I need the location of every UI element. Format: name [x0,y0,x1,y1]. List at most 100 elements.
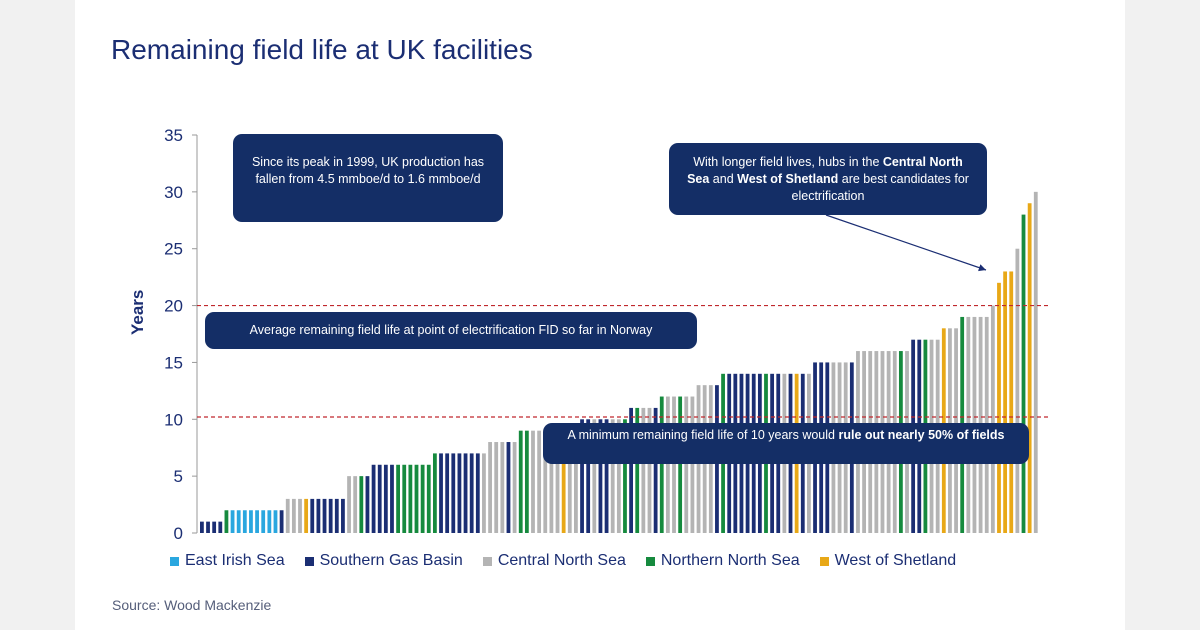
bar [316,498,321,533]
bar [549,430,554,533]
bar [1033,191,1038,534]
bar [347,476,351,533]
left-margin-panel [0,0,75,630]
bar [371,464,376,533]
bar [531,430,535,533]
hubs-text-2: and [709,172,738,186]
bar [341,498,345,533]
norway-average-note: Average remaining field life at point of… [205,312,697,349]
bar [236,510,241,533]
bar [482,453,486,533]
hubs-text-1: With longer field lives, hubs in the [693,155,883,169]
bar [261,510,266,533]
bar [212,521,217,533]
bar [328,498,333,533]
legend-item: Central North Sea [482,552,626,570]
bar [665,396,670,533]
bar [273,510,278,533]
legend-label: Central North Sea [497,552,626,569]
bar [432,453,437,533]
bar [475,453,480,533]
y-tick-label: 35 [164,126,183,145]
legend-item: West of Shetland [819,552,957,570]
bar [242,510,247,533]
bar [310,498,315,533]
bar [616,419,621,533]
bar [396,464,400,533]
right-margin-panel [1125,0,1200,630]
bar [1009,271,1014,533]
bar [383,464,388,533]
legend-label: Southern Gas Basin [319,552,463,569]
bar [377,464,382,533]
bar [390,464,394,533]
bar [524,430,529,533]
bar [653,407,658,533]
legend-swatch [645,556,655,566]
bar [1003,271,1008,533]
hubs-text-3: are best candidates for electrification [791,172,969,203]
bar [500,442,505,533]
bar [598,419,603,533]
bar [359,476,364,533]
bar [555,430,560,533]
bar [537,430,542,533]
bar [586,419,591,533]
minimum-life-bold: rule out nearly 50% of fields [838,428,1005,442]
bar [420,464,425,533]
bar [218,521,223,533]
bar [402,464,407,533]
bar [488,442,492,533]
bar [574,430,578,533]
bar [298,498,302,533]
bar [690,396,695,533]
bar [990,305,995,533]
legend-item: East Irish Sea [170,552,285,570]
y-tick-label: 5 [174,467,183,486]
source-credit: Source: Wood Mackenzie [112,597,272,613]
bar [230,510,235,533]
bar [206,521,210,533]
bar [543,430,548,533]
bar [267,510,272,533]
bar [439,453,443,533]
chart-legend: East Irish Sea Southern Gas Basin Central … [170,552,976,570]
legend-swatch [819,556,829,566]
bar [445,453,450,533]
bar [647,407,652,533]
legend-label: West of Shetland [834,552,957,569]
minimum-life-text: A minimum remaining field life of 10 yea… [567,428,839,442]
minimum-life-note: A minimum remaining field life of 10 yea… [543,423,1029,464]
hubs-note: With longer field lives, hubs in the Cen… [669,143,987,215]
bar [561,430,566,533]
bar [506,442,511,533]
bar [291,498,296,533]
y-tick-label: 15 [164,353,183,372]
bar [279,510,284,533]
bar [1027,203,1032,534]
callout-arrow [825,214,987,272]
bar [463,453,468,533]
bar [353,476,358,533]
bar [224,510,229,533]
y-tick-label: 0 [174,524,183,543]
bar [304,498,309,533]
bar [629,407,633,533]
y-tick-label: 30 [164,183,183,202]
bar [592,419,597,533]
bar [365,476,370,533]
bar [635,407,640,533]
y-tick-label: 20 [164,297,183,316]
bar [334,498,339,533]
legend-swatch [482,556,492,566]
bar [414,464,419,533]
y-tick-label: 10 [164,410,183,429]
bar [200,521,204,533]
bar [641,407,646,533]
legend-swatch [304,556,314,566]
y-tick-label: 25 [164,240,183,259]
legend-item: Southern Gas Basin [304,552,463,570]
bar [623,419,627,533]
legend-item: Northern North Sea [645,552,800,570]
bar [672,396,676,533]
